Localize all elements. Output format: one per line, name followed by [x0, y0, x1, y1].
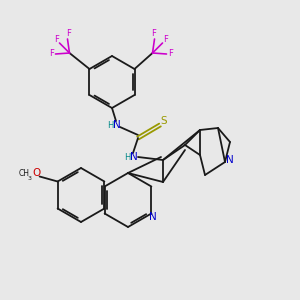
Text: N: N [226, 155, 234, 165]
Text: F: F [168, 50, 173, 58]
Text: H: H [124, 152, 130, 161]
Text: N: N [130, 152, 138, 162]
Text: F: F [54, 35, 59, 44]
Text: F: F [66, 29, 71, 38]
Text: H: H [107, 121, 113, 130]
Text: F: F [151, 29, 156, 38]
Text: S: S [161, 116, 167, 126]
Text: N: N [148, 212, 156, 221]
Text: N: N [113, 120, 121, 130]
Text: F: F [163, 35, 168, 44]
Text: 3: 3 [28, 176, 31, 181]
Text: CH: CH [19, 169, 30, 178]
Text: F: F [49, 50, 54, 58]
Text: O: O [32, 169, 41, 178]
